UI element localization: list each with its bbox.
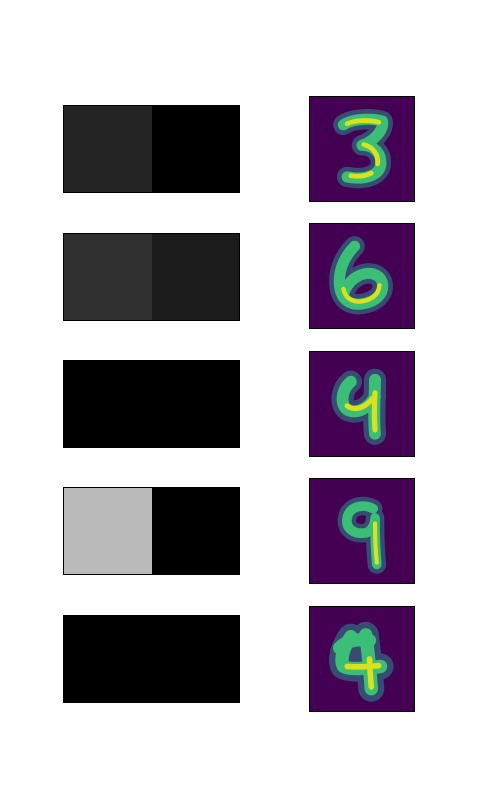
latent-cell	[64, 488, 152, 574]
digit-six-image	[329, 236, 393, 315]
latent-cell	[64, 616, 152, 702]
latent-cell	[64, 106, 152, 192]
reconstructed-digit-image	[309, 223, 415, 329]
digit-nine-image	[331, 368, 387, 445]
digit-three-image	[333, 109, 393, 189]
digit-four-image	[329, 621, 394, 702]
latent-cell	[151, 361, 239, 447]
latent-cell	[151, 488, 239, 574]
reconstructed-digit-image	[309, 478, 415, 584]
latent-cell	[64, 361, 152, 447]
latent-cell	[151, 234, 239, 320]
latent-cell	[64, 234, 152, 320]
latent-code-image	[63, 360, 240, 448]
latent-code-image	[63, 615, 240, 703]
latent-code-image	[63, 233, 240, 321]
latent-cell	[151, 106, 239, 192]
latent-code-image	[63, 487, 240, 575]
digit-nine-image	[337, 496, 387, 574]
latent-cell	[151, 616, 239, 702]
reconstructed-digit-image	[309, 606, 415, 712]
reconstructed-digit-image	[309, 351, 415, 457]
reconstructed-digit-image	[309, 96, 415, 202]
latent-code-image	[63, 105, 240, 193]
